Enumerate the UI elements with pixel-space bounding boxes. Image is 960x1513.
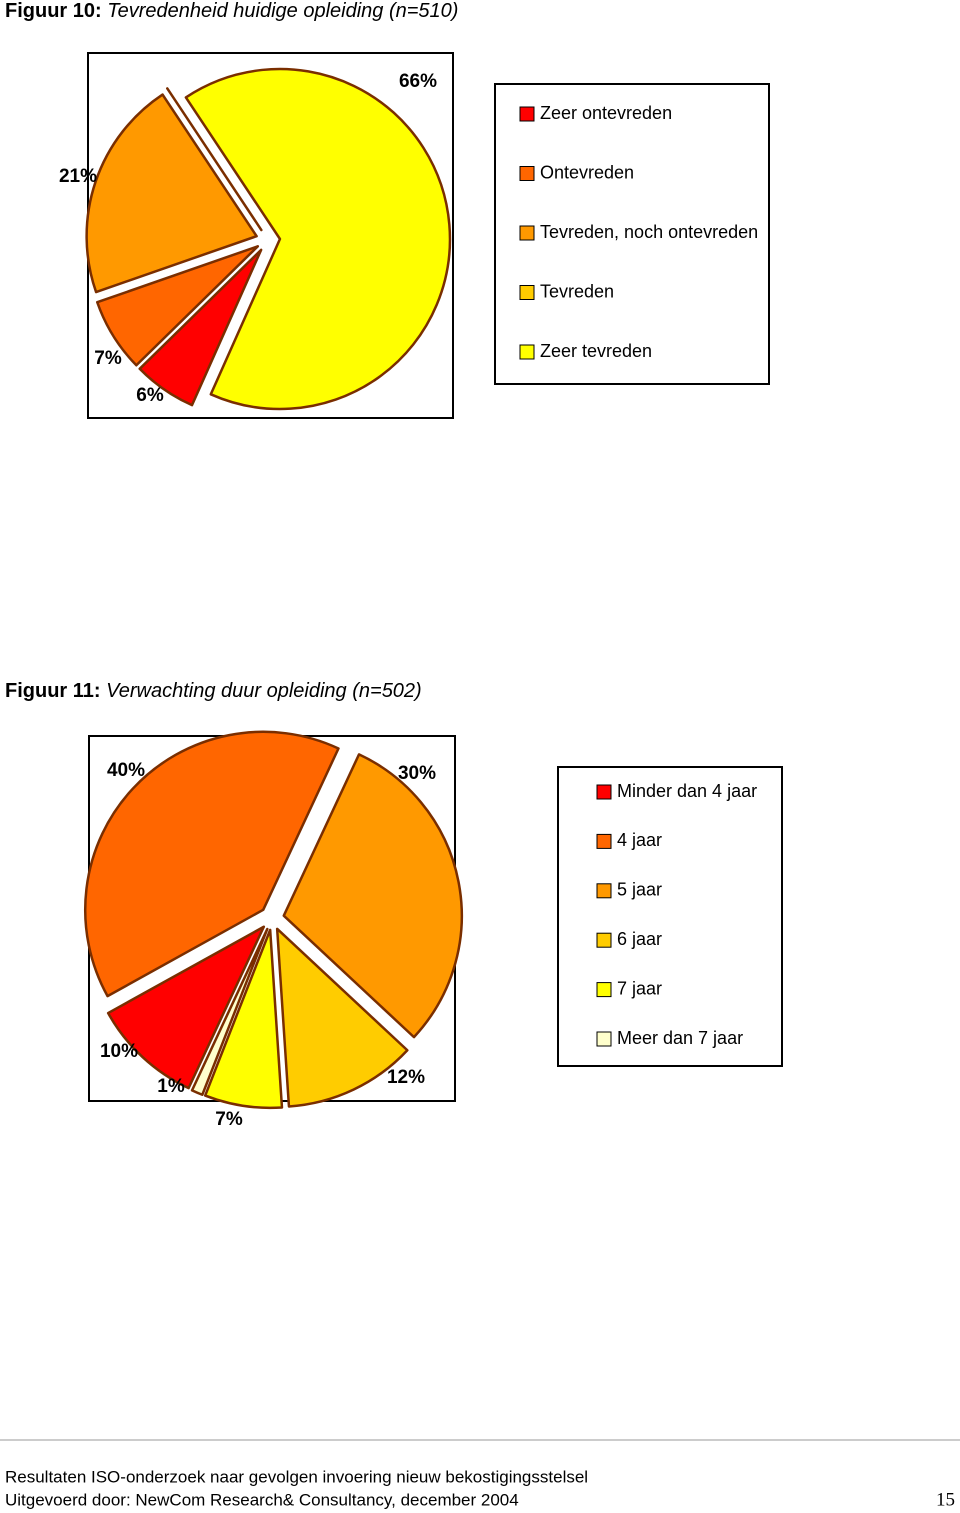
legend-label: 5 jaar	[617, 880, 662, 900]
pie-slice	[282, 753, 463, 1039]
legend-frame	[494, 83, 770, 385]
figure-label: Figuur 10:	[5, 0, 102, 22]
figure-title: Verwachting duur opleiding (n=502)	[106, 680, 422, 702]
pie-slice	[203, 928, 284, 1110]
legend-label: Minder dan 4 jaar	[617, 781, 757, 801]
legend-frame	[557, 766, 783, 1067]
legend-swatch	[596, 932, 612, 948]
pie-slice	[106, 925, 266, 1090]
figure-label: Figuur 11:	[5, 680, 101, 702]
data-label: 66%	[399, 71, 437, 92]
footer-line: Uitgevoerd door: NewCom Research& Consul…	[5, 1490, 519, 1509]
figure-title: Tevredenheid huidige opleiding (n=510)	[107, 0, 458, 22]
legend-swatch	[519, 344, 535, 360]
legend-swatch	[596, 1031, 612, 1047]
data-label: 21%	[59, 166, 97, 187]
pie-slice	[85, 93, 258, 294]
legend-label: Meer dan 7 jaar	[617, 1028, 743, 1048]
legend-label: Tevreden	[540, 281, 614, 301]
legend-swatch	[519, 166, 535, 181]
page-number: 15	[936, 1489, 955, 1510]
figure-caption: Figuur 10: Tevredenheid huidige opleidin…	[5, 0, 458, 22]
data-label: 30%	[398, 763, 436, 784]
legend-label: 6 jaar	[617, 929, 662, 949]
pie-slice	[96, 245, 260, 367]
data-label: 6%	[136, 385, 164, 406]
legend-label: Zeer tevreden	[540, 341, 652, 361]
pie-slice	[83, 730, 340, 998]
pie-slice	[138, 248, 263, 407]
data-label: 1%	[157, 1076, 185, 1097]
pie-slice	[184, 67, 452, 411]
pie-slice	[190, 927, 269, 1097]
data-label: 7%	[215, 1109, 243, 1130]
legend-label: Zeer ontevreden	[540, 103, 672, 123]
legend-label: Tevreden, noch ontevreden	[540, 222, 758, 242]
legend-swatch	[519, 285, 535, 300]
data-label: 12%	[387, 1067, 425, 1088]
pie-slice	[166, 87, 263, 232]
legend-swatch	[519, 106, 535, 122]
legend-label: 4 jaar	[617, 830, 662, 850]
data-label: 10%	[100, 1041, 138, 1062]
pie-slice	[275, 927, 409, 1108]
legend-label: 7 jaar	[617, 978, 662, 998]
data-label: 7%	[94, 348, 122, 369]
legend-label: Ontevreden	[540, 162, 634, 182]
data-label: 40%	[107, 760, 145, 781]
legend-swatch	[596, 784, 612, 800]
figure-caption: Figuur 11: Verwachting duur opleiding (n…	[5, 680, 422, 702]
footer-line: Resultaten ISO-onderzoek naar gevolgen i…	[5, 1467, 588, 1486]
legend-swatch	[596, 833, 612, 849]
legend-swatch	[596, 982, 612, 998]
legend-swatch	[519, 225, 535, 241]
legend-swatch	[596, 883, 612, 899]
